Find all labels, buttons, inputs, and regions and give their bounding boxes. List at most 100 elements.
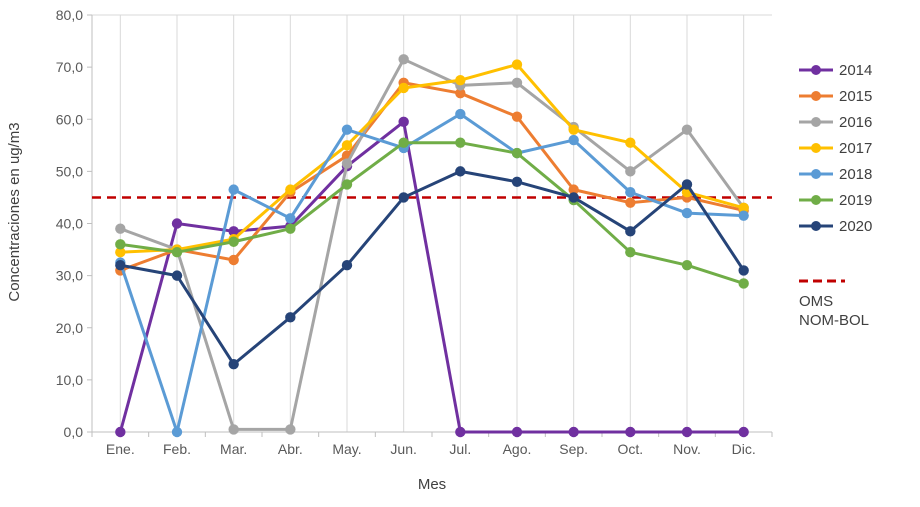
data-point-2018-Abr. bbox=[285, 213, 296, 224]
data-point-2014-Feb. bbox=[171, 218, 183, 229]
y-tick-label: 20,0 bbox=[56, 320, 83, 336]
data-point-2020-Dic. bbox=[738, 265, 749, 276]
data-point-2020-Feb. bbox=[171, 270, 183, 281]
x-tick-label: Jun. bbox=[390, 441, 416, 457]
data-point-2017-Oct. bbox=[625, 137, 636, 148]
legend-swatch-2016 bbox=[799, 117, 833, 127]
x-tick-label: May. bbox=[332, 441, 361, 457]
data-point-2018-Sep. bbox=[568, 134, 579, 146]
data-point-2019-Jul. bbox=[455, 137, 466, 148]
data-point-2014-Ago. bbox=[511, 426, 523, 438]
series-line-2016 bbox=[118, 57, 746, 431]
x-tick-label: Ago. bbox=[503, 441, 532, 457]
legend-item-2019: 2019 bbox=[799, 187, 917, 213]
data-point-2020-Sep. bbox=[568, 192, 579, 203]
data-point-2016-Mar. bbox=[228, 424, 239, 435]
y-tick-label: 60,0 bbox=[56, 111, 83, 127]
data-point-2017-May. bbox=[341, 140, 353, 151]
series-line-2018 bbox=[118, 112, 746, 434]
data-point-2014-Nov. bbox=[681, 426, 693, 438]
data-point-2017-Dic. bbox=[738, 202, 749, 214]
y-axis-title: Concentraciones en ug/m3 bbox=[6, 122, 23, 302]
legend-swatch-2020 bbox=[799, 221, 833, 231]
data-point-2020-Ene. bbox=[115, 260, 126, 271]
data-point-2018-Jul. bbox=[455, 108, 466, 120]
y-tick-label: 0,0 bbox=[64, 424, 84, 440]
data-point-2016-May. bbox=[341, 158, 353, 169]
data-point-2015-Jul. bbox=[455, 87, 466, 99]
data-point-2017-Jul. bbox=[455, 74, 466, 86]
data-point-2014-Sep. bbox=[568, 426, 579, 438]
data-point-2015-Ago. bbox=[511, 111, 523, 122]
data-point-2019-Abr. bbox=[285, 223, 296, 234]
series-line-2020 bbox=[118, 169, 746, 366]
data-point-2018-May. bbox=[341, 124, 353, 135]
legend-swatch-2019 bbox=[799, 195, 833, 205]
data-point-2019-Feb. bbox=[171, 246, 183, 258]
data-point-2015-Sep. bbox=[568, 184, 579, 195]
data-point-2018-Dic. bbox=[738, 210, 749, 221]
data-point-2017-Sep. bbox=[568, 124, 579, 135]
x-tick-label: Oct. bbox=[617, 441, 643, 457]
x-tick-label: Feb. bbox=[163, 441, 191, 457]
y-tick-label: 70,0 bbox=[56, 59, 83, 75]
data-point-2020-Jul. bbox=[455, 166, 466, 177]
data-point-2015-Oct. bbox=[625, 197, 636, 208]
legend-swatch-2014 bbox=[799, 65, 833, 75]
data-point-2017-Ago. bbox=[511, 59, 523, 70]
data-point-2016-Ene. bbox=[115, 223, 126, 234]
y-tick-label: 50,0 bbox=[56, 163, 83, 179]
data-point-2018-Feb. bbox=[171, 426, 183, 438]
y-tick-label: 80,0 bbox=[56, 7, 83, 23]
data-point-2018-Oct. bbox=[625, 187, 636, 198]
data-point-2017-Jun. bbox=[398, 82, 409, 94]
data-point-2019-Mar. bbox=[228, 236, 239, 247]
series-line-2017 bbox=[118, 63, 746, 254]
line-chart-plot-area: 0,0 10,0 20,0 30,0 40,0 50,0 60,0 70,0 80,0 Ene. F… bbox=[56, 7, 773, 457]
legend-label-2014: 2014 bbox=[839, 61, 873, 79]
data-point-2014-Ene. bbox=[115, 426, 126, 438]
data-point-2016-Abr. bbox=[285, 424, 296, 435]
series-line-2015 bbox=[118, 81, 746, 272]
x-tick-label: Dic. bbox=[732, 441, 756, 457]
data-point-2019-May. bbox=[341, 179, 353, 190]
data-point-2014-Jun. bbox=[398, 116, 409, 128]
legend-item-2020: 2020 bbox=[799, 213, 917, 239]
data-point-2020-Jun. bbox=[398, 192, 409, 203]
data-point-2020-Nov. bbox=[681, 179, 693, 190]
legend-label-reference: OMS NOM-BOL bbox=[799, 293, 870, 329]
legend-swatch-2017 bbox=[799, 143, 833, 153]
legend-item-2014: 2014 bbox=[799, 57, 917, 83]
legend-item-2018: 2018 bbox=[799, 161, 917, 187]
legend-item-reference-line bbox=[799, 273, 917, 289]
legend-label-2015: 2015 bbox=[839, 87, 873, 105]
x-axis-title: Mes bbox=[417, 476, 447, 493]
y-tick-label: 30,0 bbox=[56, 268, 83, 284]
data-point-2016-Oct. bbox=[625, 166, 636, 177]
x-tick-label: Sep. bbox=[559, 441, 588, 457]
data-point-2016-Ago. bbox=[511, 77, 523, 88]
y-tick-label: 40,0 bbox=[56, 216, 83, 232]
x-tick-label: Ene. bbox=[106, 441, 135, 457]
legend-swatch-2015 bbox=[799, 91, 833, 101]
data-point-2020-May. bbox=[341, 260, 353, 271]
data-point-2019-Nov. bbox=[681, 260, 693, 271]
data-point-2017-Ene. bbox=[115, 246, 126, 258]
legend-swatch-2018 bbox=[799, 169, 833, 179]
x-tick-label: Mar. bbox=[220, 441, 247, 457]
legend-label-2017: 2017 bbox=[839, 139, 873, 157]
data-point-2015-Mar. bbox=[228, 254, 239, 266]
legend-label-2020: 2020 bbox=[839, 217, 873, 235]
data-point-2019-Ene. bbox=[115, 239, 126, 250]
data-point-2016-Nov. bbox=[681, 124, 693, 135]
data-point-2017-Abr. bbox=[285, 184, 296, 195]
y-tick-label: 10,0 bbox=[56, 372, 83, 388]
data-point-2020-Abr. bbox=[285, 312, 296, 323]
series-line-2019 bbox=[118, 141, 746, 285]
data-point-2019-Oct. bbox=[625, 246, 636, 258]
data-point-2020-Ago. bbox=[511, 176, 523, 187]
data-point-2020-Mar. bbox=[228, 359, 239, 370]
data-point-2014-Dic. bbox=[738, 426, 749, 438]
legend-item-2015: 2015 bbox=[799, 83, 917, 109]
